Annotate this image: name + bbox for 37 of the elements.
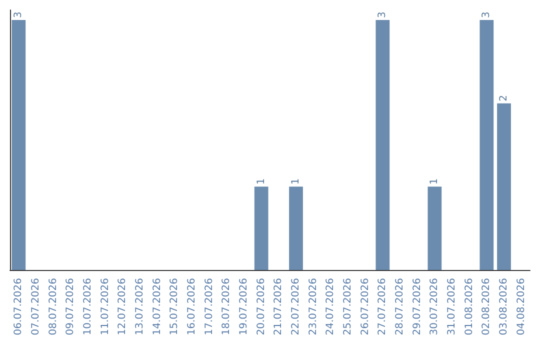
- x-tick-label: 14.07.2026: [152, 278, 163, 336]
- data-label: 3: [13, 12, 24, 18]
- x-tick-label: 02.08.2026: [481, 278, 492, 336]
- x-tick-label: 06.07.2026: [13, 278, 24, 336]
- data-label: 3: [481, 12, 492, 18]
- x-tick-label: 16.07.2026: [186, 278, 198, 336]
- x-tick-label: 11.07.2026: [100, 278, 111, 336]
- x-tick-label: 10.07.2026: [82, 278, 94, 336]
- x-tick-label: 20.07.2026: [256, 278, 267, 336]
- x-tick-label: 25.07.2026: [342, 278, 354, 336]
- x-tick-label: 19.07.2026: [238, 278, 250, 336]
- x-tick-label: 23.07.2026: [308, 278, 319, 336]
- x-tick-label: 18.07.2026: [221, 278, 232, 336]
- x-tick-label: 24.07.2026: [325, 278, 336, 336]
- x-tick-label: 17.07.2026: [204, 278, 215, 336]
- data-label: 2: [498, 94, 510, 102]
- x-tick-label: 07.07.2026: [30, 278, 42, 336]
- data-label: 1: [256, 178, 267, 185]
- data-label: 3: [377, 12, 388, 18]
- x-tick-label: 27.07.2026: [377, 278, 388, 336]
- x-tick-label: 28.07.2026: [394, 278, 406, 336]
- x-tick-label: 03.08.2026: [498, 278, 510, 336]
- data-label: 1: [429, 178, 440, 185]
- x-tick-label: 26.07.2026: [360, 278, 371, 336]
- x-tick-label: 08.07.2026: [48, 278, 59, 336]
- x-tick-label: 29.07.2026: [412, 278, 423, 336]
- x-tick-label: 01.08.2026: [464, 278, 475, 336]
- x-tick-label: 22.07.2026: [290, 278, 302, 336]
- x-tick-label: 09.07.2026: [65, 278, 76, 336]
- x-tick-label: 13.07.2026: [134, 278, 146, 336]
- x-tick-label: 30.07.2026: [429, 278, 440, 336]
- x-tick-label: 31.07.2026: [446, 278, 458, 336]
- x-tick-label: 04.08.2026: [516, 278, 527, 336]
- x-tick-label: 21.07.2026: [273, 278, 284, 336]
- x-tick-label: 12.07.2026: [117, 278, 128, 336]
- x-tick-label: 15.07.2026: [169, 278, 180, 336]
- data-label: 1: [290, 178, 302, 185]
